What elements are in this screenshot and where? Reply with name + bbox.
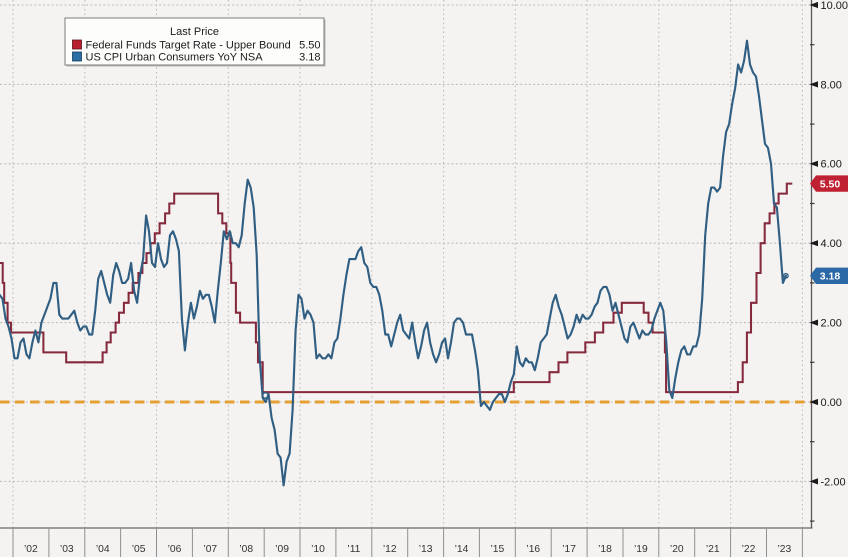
svg-text:’15: ’15 bbox=[491, 544, 505, 555]
svg-text:’19: ’19 bbox=[634, 544, 648, 555]
svg-text:3.18: 3.18 bbox=[299, 51, 320, 63]
svg-text:3.18: 3.18 bbox=[820, 271, 841, 283]
svg-text:’23: ’23 bbox=[778, 544, 792, 555]
svg-text:’12: ’12 bbox=[383, 544, 397, 555]
svg-text:’21: ’21 bbox=[706, 544, 720, 555]
svg-text:’07: ’07 bbox=[203, 544, 217, 555]
svg-text:’08: ’08 bbox=[239, 544, 253, 555]
svg-text:’05: ’05 bbox=[132, 544, 146, 555]
svg-text:5.50: 5.50 bbox=[299, 39, 320, 51]
svg-text:’17: ’17 bbox=[562, 544, 576, 555]
svg-text:6.00: 6.00 bbox=[821, 159, 842, 171]
svg-text:’20: ’20 bbox=[670, 544, 684, 555]
svg-text:’09: ’09 bbox=[275, 544, 289, 555]
svg-text:’22: ’22 bbox=[742, 544, 756, 555]
svg-text:’06: ’06 bbox=[168, 544, 182, 555]
svg-text:0.00: 0.00 bbox=[821, 397, 842, 409]
svg-text:’02: ’02 bbox=[24, 544, 38, 555]
svg-text:’18: ’18 bbox=[598, 544, 612, 555]
svg-text:10.00: 10.00 bbox=[821, 0, 848, 12]
svg-text:-2.00: -2.00 bbox=[821, 476, 846, 488]
svg-text:’14: ’14 bbox=[455, 544, 469, 555]
svg-text:8.00: 8.00 bbox=[821, 79, 842, 91]
svg-text:Federal Funds Target Rate - Up: Federal Funds Target Rate - Upper Bound bbox=[86, 39, 291, 51]
svg-text:’13: ’13 bbox=[419, 544, 433, 555]
svg-text:’10: ’10 bbox=[311, 544, 325, 555]
svg-text:’03: ’03 bbox=[60, 544, 74, 555]
svg-text:’16: ’16 bbox=[526, 544, 540, 555]
svg-text:US CPI Urban Consumers YoY NSA: US CPI Urban Consumers YoY NSA bbox=[86, 51, 264, 63]
svg-text:Last Price: Last Price bbox=[170, 26, 219, 38]
svg-text:4.00: 4.00 bbox=[821, 238, 842, 250]
svg-text:’04: ’04 bbox=[96, 544, 110, 555]
svg-text:5.50: 5.50 bbox=[820, 179, 841, 191]
svg-text:’11: ’11 bbox=[347, 544, 360, 555]
svg-text:2.00: 2.00 bbox=[821, 318, 842, 330]
